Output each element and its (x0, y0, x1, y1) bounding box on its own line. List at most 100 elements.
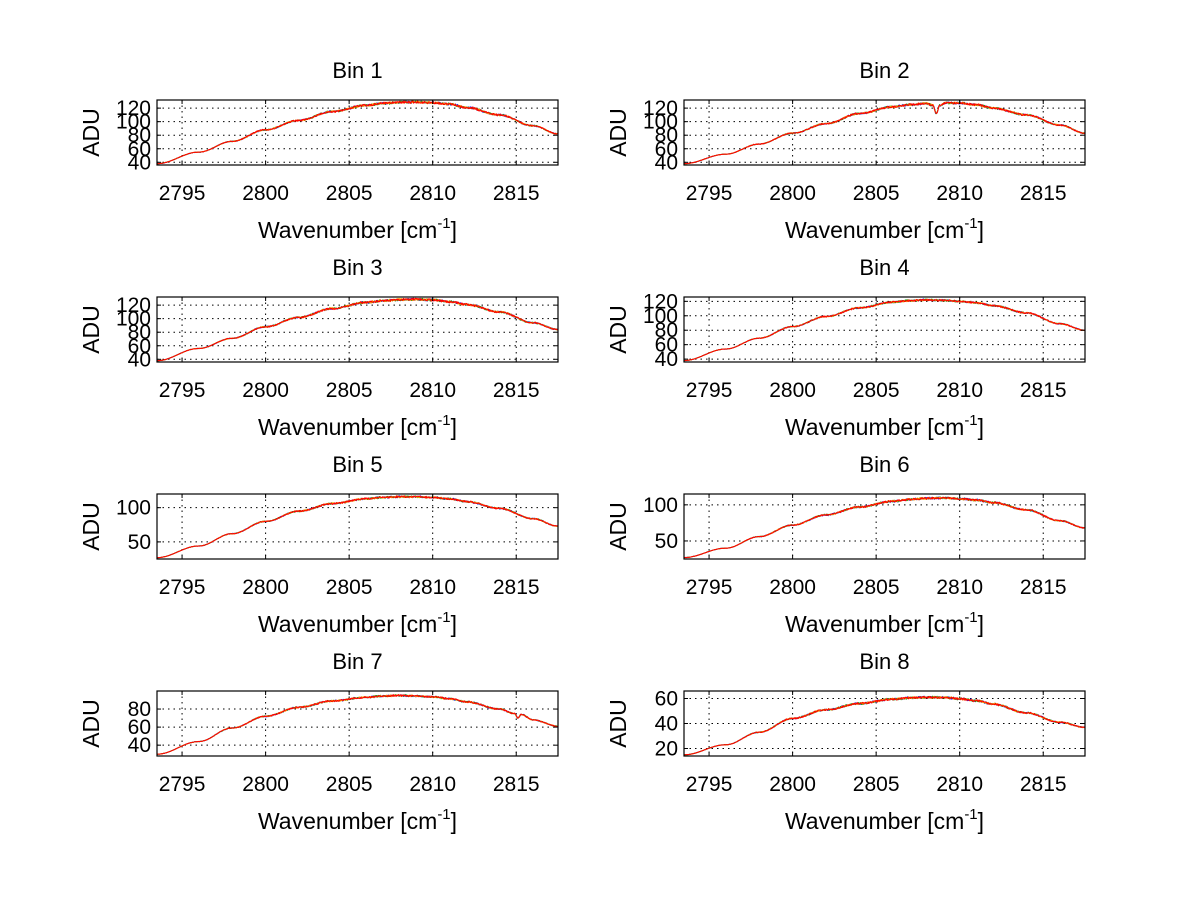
x-axis-label-text: Wavenumber [cm (785, 217, 964, 243)
series-line-red (157, 100, 558, 165)
x-axis-label: Wavenumber [cm-1] (785, 609, 984, 637)
subplot-title: Bin 2 (859, 58, 909, 83)
axes-box (156, 99, 559, 166)
y-axis-label: ADU (605, 108, 631, 157)
x-tick-label: 2815 (1020, 576, 1067, 599)
x-tick-label: 2815 (493, 773, 540, 796)
series-line-red (684, 496, 1085, 559)
series-line-orange (157, 100, 558, 165)
subplot-bin-6: 2795 2800 2805 2810 2815 50 100 Bin 6 Wavenumber… (605, 452, 1086, 637)
axes-box (683, 99, 1086, 166)
y-axis-label: ADU (78, 699, 104, 748)
axes-box (683, 493, 1086, 560)
y-axis-label: ADU (605, 699, 631, 748)
y-tick-label: 60 (128, 335, 151, 358)
series-line-blue (684, 298, 1085, 362)
x-tick-label: 2800 (769, 773, 816, 796)
subplot-title: Bin 1 (332, 58, 382, 83)
x-axis-label: Wavenumber [cm-1] (258, 806, 457, 834)
x-tick-label: 2810 (936, 576, 983, 599)
x-tick-label: 2795 (686, 182, 733, 205)
y-tick-label: 100 (643, 305, 678, 328)
series-line-blue (157, 100, 558, 165)
y-tick-label: 50 (655, 530, 678, 553)
series-line-green (157, 495, 558, 559)
x-tick-label: 2800 (242, 773, 289, 796)
series-line-red (684, 695, 1085, 756)
y-axis-label: ADU (78, 502, 104, 551)
x-axis-label-suffix: ] (978, 414, 984, 440)
x-tick-label: 2800 (769, 182, 816, 205)
series-line-orange (684, 695, 1085, 756)
x-tick-label: 2795 (686, 576, 733, 599)
x-tick-label: 2805 (853, 773, 900, 796)
subplot-bin-5: 2795 2800 2805 2810 2815 50 100 Bin 5 Wavenumber… (78, 452, 559, 637)
y-tick-label: 100 (116, 497, 151, 520)
x-axis-label-superscript: -1 (437, 412, 450, 429)
x-axis-label-text: Wavenumber [cm (785, 414, 964, 440)
y-tick-label: 60 (655, 688, 678, 711)
x-tick-label: 2805 (326, 182, 373, 205)
y-tick-label: 60 (655, 138, 678, 161)
y-tick-label: 100 (116, 308, 151, 331)
series-line-red (684, 298, 1085, 362)
x-tick-label: 2810 (936, 379, 983, 402)
series-line-blue (684, 101, 1085, 165)
y-tick-label: 40 (128, 734, 151, 757)
x-axis-label-superscript: -1 (964, 609, 977, 626)
x-tick-label: 2805 (853, 576, 900, 599)
subplot-title: Bin 8 (859, 649, 909, 674)
x-axis-label-suffix: ] (978, 217, 984, 243)
x-tick-label: 2815 (1020, 773, 1067, 796)
x-axis-label: Wavenumber [cm-1] (258, 412, 457, 440)
x-axis-label-suffix: ] (451, 611, 457, 637)
y-tick-label: 40 (655, 713, 678, 736)
y-tick-label: 40 (655, 348, 678, 371)
x-axis-label-text: Wavenumber [cm (785, 808, 964, 834)
x-tick-label: 2810 (936, 182, 983, 205)
series-line-green (684, 496, 1085, 559)
x-axis-label-text: Wavenumber [cm (258, 808, 437, 834)
x-axis-label: Wavenumber [cm-1] (785, 412, 984, 440)
x-axis-label-superscript: -1 (964, 412, 977, 429)
series-line-green (684, 695, 1085, 756)
y-axis-label: ADU (78, 108, 104, 157)
series-line-green (157, 100, 558, 165)
x-axis-label-suffix: ] (451, 217, 457, 243)
series-line-red (157, 297, 558, 362)
y-tick-label: 120 (116, 97, 151, 120)
y-tick-label: 100 (643, 494, 678, 517)
x-axis-label-suffix: ] (451, 414, 457, 440)
y-tick-label: 80 (655, 319, 678, 342)
axes-box (156, 493, 559, 560)
x-tick-label: 2810 (409, 576, 456, 599)
x-axis-label-superscript: -1 (437, 609, 450, 626)
y-tick-label: 40 (655, 151, 678, 174)
x-tick-label: 2795 (686, 773, 733, 796)
x-axis-label-superscript: -1 (964, 806, 977, 823)
y-tick-label: 120 (643, 290, 678, 313)
y-tick-label: 80 (655, 124, 678, 147)
x-axis-label-superscript: -1 (437, 215, 450, 232)
x-tick-label: 2795 (159, 182, 206, 205)
y-tick-label: 60 (128, 716, 151, 739)
x-tick-label: 2815 (1020, 379, 1067, 402)
series-line-red (684, 101, 1085, 165)
x-tick-label: 2815 (493, 379, 540, 402)
x-tick-label: 2800 (769, 379, 816, 402)
series-line-orange (684, 496, 1085, 559)
y-tick-label: 100 (116, 111, 151, 134)
series-line-green (684, 298, 1085, 362)
axes-box (156, 296, 559, 363)
series-line-red (157, 495, 558, 559)
y-tick-label: 100 (643, 111, 678, 134)
subplot-title: Bin 6 (859, 452, 909, 477)
axes-box (156, 690, 559, 757)
y-tick-label: 20 (655, 738, 678, 761)
